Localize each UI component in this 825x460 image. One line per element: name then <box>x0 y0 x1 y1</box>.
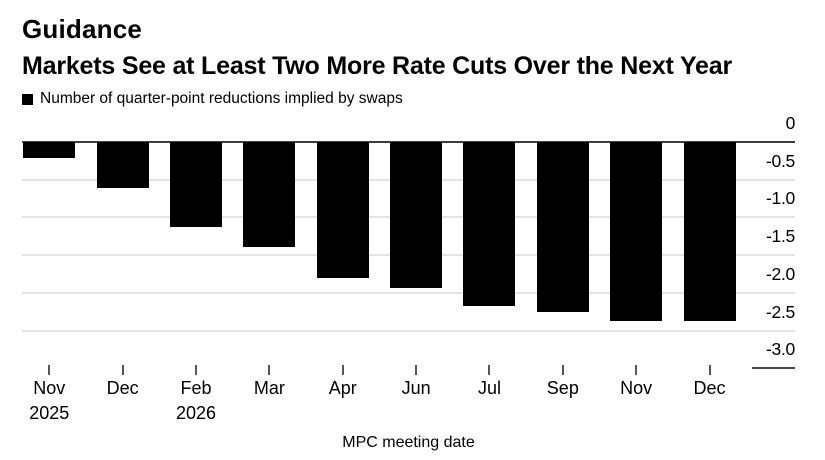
x-tick-mark <box>341 365 344 375</box>
bar-9-dec <box>683 142 736 322</box>
y-tick-label: -0.5 <box>766 150 795 171</box>
x-tick-mark <box>195 365 198 375</box>
x-tick-mark <box>121 365 124 375</box>
legend-label: Number of quarter-point reductions impli… <box>40 90 403 107</box>
x-tick-mark <box>708 365 711 375</box>
bar-2-feb <box>170 142 223 228</box>
legend: Number of quarter-point reductions impli… <box>22 90 403 108</box>
x-tick-label: Jun <box>401 378 431 398</box>
x-tick-year-label: 2026 <box>175 403 217 423</box>
bar-6-jul <box>463 142 516 307</box>
gridline <box>22 291 795 294</box>
bar-4-apr <box>316 142 369 279</box>
x-tick-mark <box>415 365 418 375</box>
bar-0-nov <box>23 142 76 158</box>
chart-title: Guidance <box>22 14 143 44</box>
x-tick-label: Nov <box>33 378 66 398</box>
bar-1-dec <box>96 142 149 188</box>
x-tick-label: Sep <box>546 378 579 398</box>
y-axis-end-line <box>752 367 795 369</box>
y-tick-label: -1.5 <box>766 226 795 247</box>
x-tick-label: Mar <box>253 378 285 398</box>
x-tick-label: Feb <box>180 378 212 398</box>
x-tick-label: Nov <box>620 378 653 398</box>
x-tick-label: Apr <box>328 378 357 398</box>
x-tick-year-label: 2025 <box>29 403 70 423</box>
x-tick-mark <box>268 365 271 375</box>
bar-5-jun <box>390 142 443 289</box>
x-tick-label: Dec <box>693 378 726 398</box>
x-axis-title: MPC meeting date <box>342 434 475 451</box>
bar-7-sep <box>536 142 589 312</box>
x-tick-mark <box>48 365 51 375</box>
x-tick-label: Dec <box>106 378 139 398</box>
gridline <box>22 329 795 332</box>
y-tick-label: 0 <box>785 113 796 133</box>
x-tick-mark <box>488 365 491 375</box>
x-tick-label: Jul <box>477 378 501 398</box>
y-tick-label: -2.0 <box>766 263 795 284</box>
bar-3-mar <box>243 142 296 247</box>
x-tick-mark <box>561 365 564 375</box>
chart-subtitle: Markets See at Least Two More Rate Cuts … <box>22 52 732 80</box>
y-tick-label: -3.0 <box>766 339 795 360</box>
legend-swatch-icon <box>22 93 33 105</box>
y-tick-label: -1.0 <box>766 188 795 209</box>
x-tick-mark <box>635 365 638 375</box>
y-tick-label: -2.5 <box>766 301 795 322</box>
bar-8-nov <box>610 142 663 321</box>
